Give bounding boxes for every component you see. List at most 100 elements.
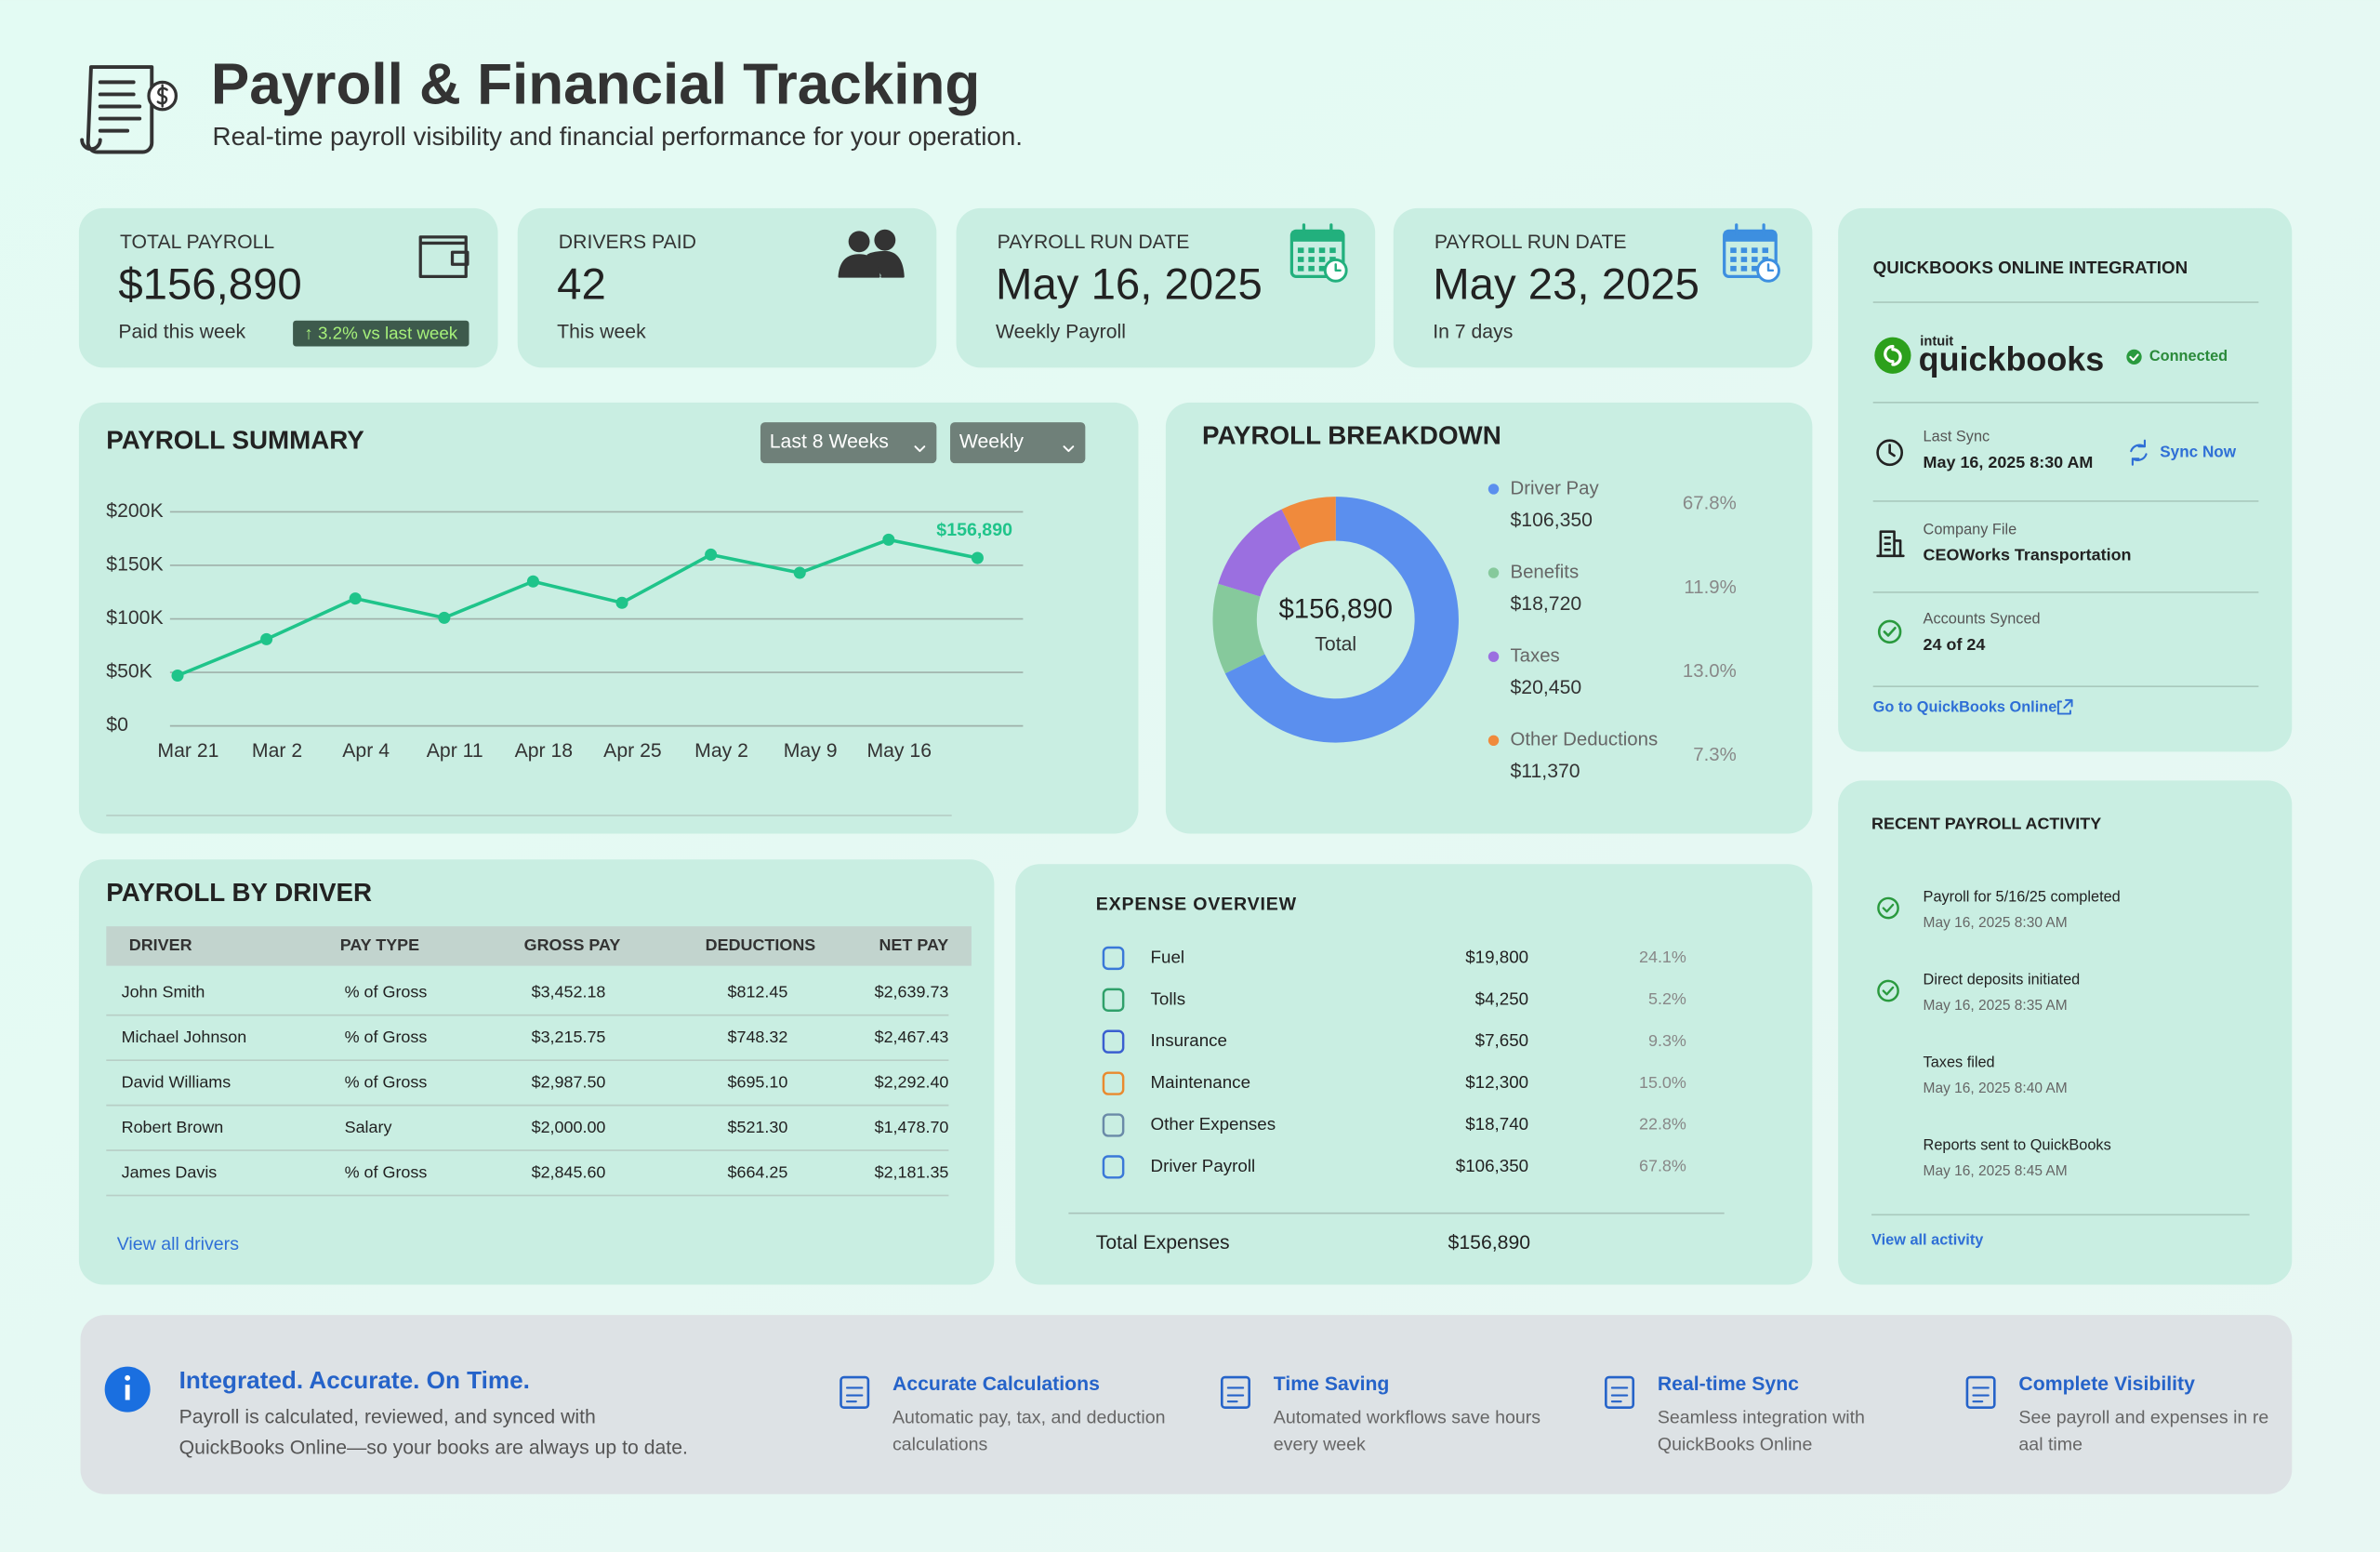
table-link[interactable]: View all drivers: [117, 1234, 240, 1254]
icon: [1762, 247, 1769, 254]
page-subtitle: Real-time payroll visibility and financi…: [213, 122, 1023, 151]
icon: [1308, 257, 1315, 262]
expense-amount: $4,250: [1475, 988, 1528, 1008]
card: [1015, 864, 1813, 1285]
expense-percent: 22.8%: [1639, 1115, 1686, 1134]
activity-time: May 16, 2025 8:45 AM: [1924, 1163, 2068, 1179]
donut-slice: [1212, 583, 1265, 674]
icon: [1752, 257, 1758, 262]
point: [526, 575, 539, 588]
table-cell: David Williams: [122, 1073, 231, 1092]
sync-now[interactable]: Sync Now: [2160, 442, 2237, 460]
column-header: GROSS PAY: [524, 935, 621, 954]
icon: [1972, 1386, 1990, 1403]
dropdown[interactable]: [950, 422, 1086, 464]
activity-time: May 16, 2025 8:30 AM: [1924, 915, 2068, 931]
y-tick-label: $200K: [106, 500, 163, 522]
kpi-value: May 16, 2025: [996, 259, 1263, 309]
icon: [1605, 1375, 1635, 1409]
icon: [1724, 231, 1777, 242]
activity-text: Payroll for 5/16/25 completed: [1924, 888, 2121, 905]
y-tick-label: $50K: [106, 661, 152, 683]
point: [438, 611, 451, 624]
expense-title: EXPENSE OVERVIEW: [1096, 894, 1297, 914]
icon: [1884, 344, 1902, 366]
table-cell: $1,478.70: [875, 1118, 949, 1136]
qb-link[interactable]: Go to QuickBooks Online: [1873, 698, 2057, 715]
table-cell: Salary: [345, 1118, 392, 1136]
feature-desc: Automated workflows save hours: [1274, 1407, 1540, 1427]
icon: [1740, 265, 1748, 272]
icon: [2056, 698, 2073, 715]
kpi-label: DRIVERS PAID: [559, 232, 696, 253]
icon: [418, 235, 469, 278]
feature-title: Complete Visibility: [2018, 1373, 2195, 1395]
legend-value: $106,350: [1510, 510, 1593, 531]
icon: [1877, 979, 1899, 1002]
icon: [1102, 988, 1125, 1012]
x-tick-label: Apr 11: [427, 740, 483, 762]
qb-item-value: May 16, 2025 8:30 AM: [1924, 453, 2094, 471]
kpi-label: TOTAL PAYROLL: [120, 232, 274, 253]
x-tick-label: Apr 18: [515, 740, 574, 762]
feature-title: Real-time Sync: [1658, 1373, 1799, 1395]
icon: [848, 231, 870, 253]
icon: [1876, 439, 1904, 467]
chart-title: PAYROLL BREAKDOWN: [1202, 421, 1501, 450]
expense-amount: $19,800: [1465, 947, 1528, 966]
dropdown-label[interactable]: Last 8 Weeks: [770, 431, 889, 453]
activity-text: Direct deposits initiated: [1924, 971, 2081, 988]
dropdown[interactable]: [760, 422, 937, 464]
kpi-value: $156,890: [118, 259, 301, 309]
table-cell: % of Gross: [345, 1028, 428, 1046]
table-cell: $3,215.75: [532, 1028, 606, 1046]
x-tick-label: May 16: [866, 740, 932, 762]
x-tick-label: Mar 2: [252, 740, 302, 762]
icon: [1297, 247, 1304, 254]
feature-desc: every week: [1274, 1435, 1366, 1455]
icon: [1740, 247, 1748, 254]
point: [882, 533, 895, 546]
table-cell: $748.32: [728, 1028, 788, 1046]
status-dot: [2126, 349, 2142, 365]
icon: [1226, 1386, 1245, 1403]
kpi-sub: Weekly Payroll: [996, 321, 1126, 342]
card: [80, 1315, 2293, 1494]
card: [1393, 207, 1813, 368]
icon: [1220, 1375, 1250, 1409]
expense-label: Maintenance: [1151, 1072, 1250, 1092]
kpi-sub: This week: [557, 321, 646, 342]
feature-title: Time Saving: [1274, 1373, 1390, 1395]
dropdown-label[interactable]: Weekly: [959, 431, 1025, 453]
point: [971, 551, 984, 564]
column-header: NET PAY: [879, 935, 948, 954]
table-cell: % of Gross: [345, 1163, 428, 1182]
legend-label: Other Deductions: [1510, 730, 1658, 750]
legend-value: $20,450: [1510, 677, 1581, 698]
icon: [838, 250, 905, 278]
expense-label: Driver Payroll: [1151, 1156, 1256, 1175]
point: [615, 596, 628, 609]
donut-slice: [1218, 509, 1302, 597]
data-label: $156,890: [936, 520, 1012, 540]
icon: [1102, 946, 1125, 971]
legend-percent: 67.8%: [1683, 494, 1737, 514]
icon: [1883, 627, 1897, 637]
icon: [2129, 353, 2139, 362]
point: [260, 632, 273, 645]
table-cell: $2,467.43: [875, 1028, 949, 1046]
icon: [1063, 445, 1075, 453]
table-cell: $812.45: [728, 983, 788, 1002]
feature-desc: aal time: [2018, 1435, 2082, 1455]
table-cell: $2,292.40: [875, 1073, 949, 1092]
activity-link[interactable]: View all activity: [1871, 1231, 1983, 1248]
icon: [1308, 265, 1315, 272]
legend-percent: 11.9%: [1684, 577, 1736, 598]
legend-dot: [1488, 567, 1500, 578]
kpi-value: May 23, 2025: [1433, 259, 1699, 309]
point: [349, 592, 362, 605]
table-cell: Michael Johnson: [122, 1028, 247, 1046]
qb-brand: quickbooks: [1919, 339, 2105, 378]
card: [956, 207, 1376, 368]
qb-logo: [1874, 337, 1911, 374]
